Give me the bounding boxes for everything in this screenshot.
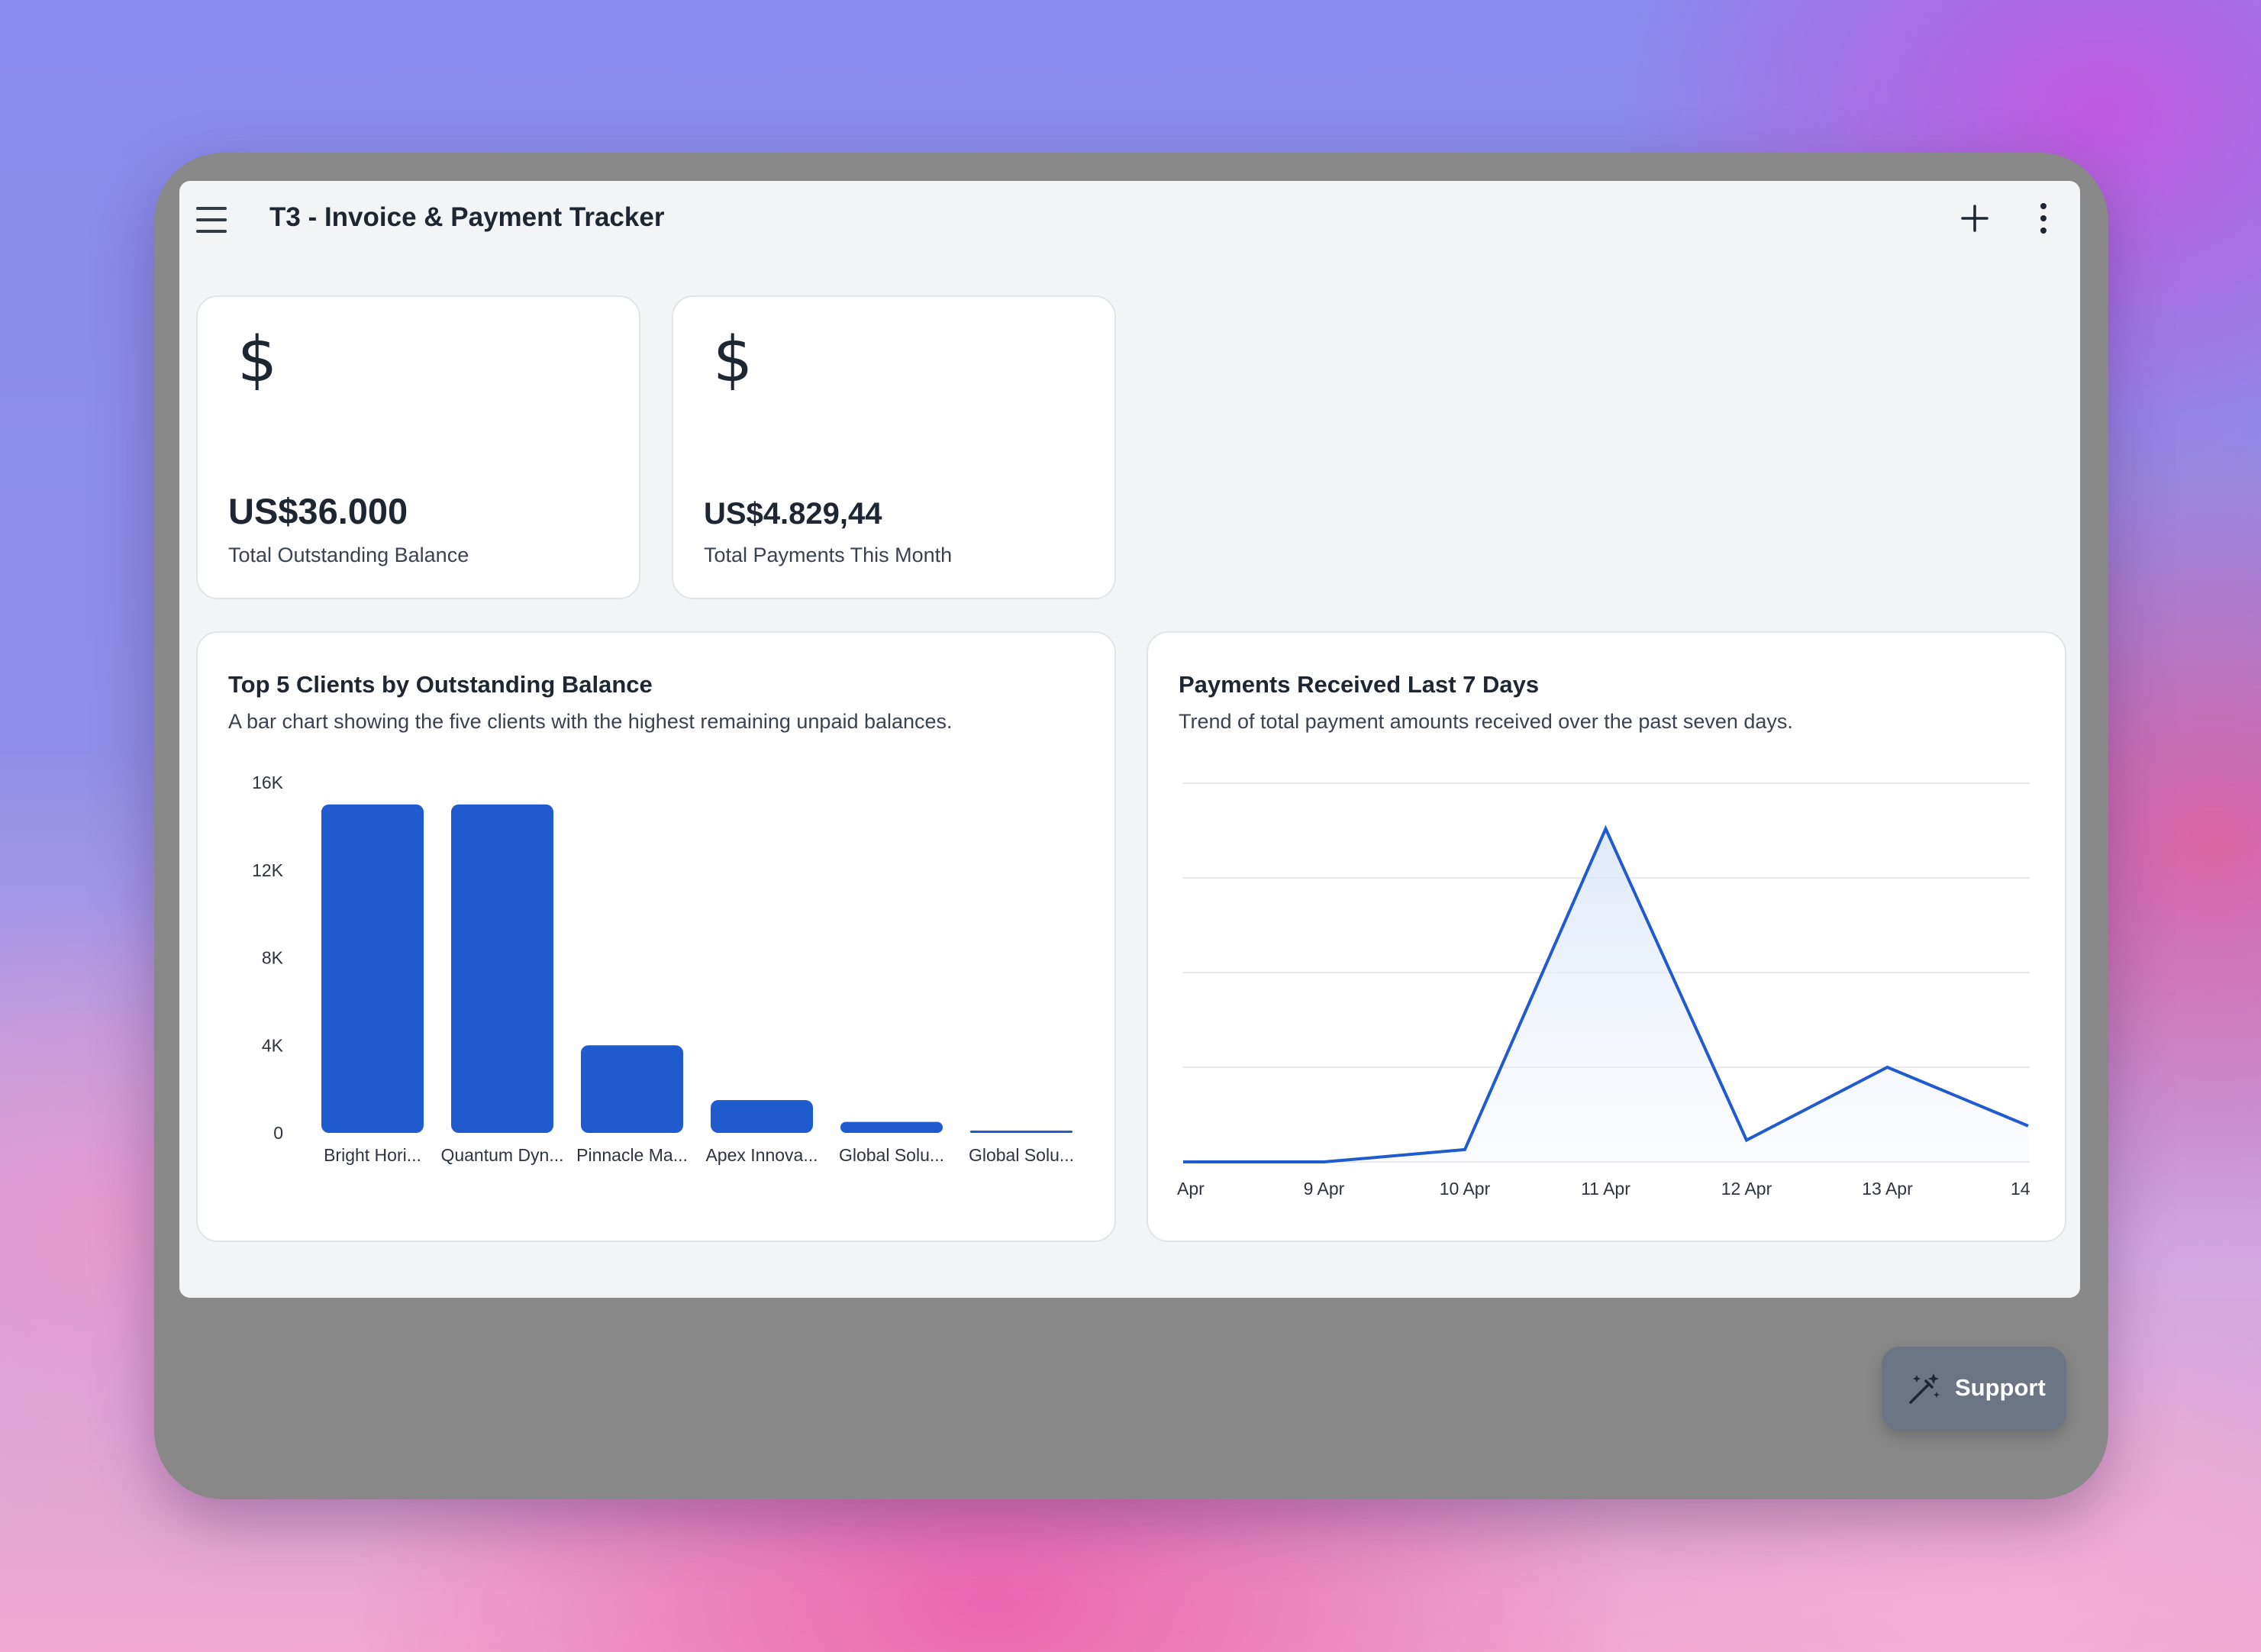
kpi-card-outstanding: $ US$36.000 Total Outstanding Balance	[196, 295, 640, 599]
x-tick-label: Apr	[1177, 1179, 1205, 1199]
bar	[321, 804, 424, 1133]
support-label: Support	[1955, 1374, 2046, 1401]
page-title: T3 - Invoice & Payment Tracker	[269, 202, 665, 232]
chart-subtitle: A bar chart showing the five clients wit…	[228, 710, 953, 733]
y-tick-label: 4K	[262, 1035, 284, 1055]
area-fill	[1183, 828, 2028, 1162]
top-clients-chart-card: Top 5 Clients by Outstanding Balance A b…	[196, 631, 1116, 1242]
dollar-icon: $	[713, 324, 753, 396]
magic-wand-icon	[1909, 1373, 1940, 1404]
y-tick-label: 12K	[252, 860, 284, 880]
app-window: T3 - Invoice & Payment Tracker $ US$36.0…	[179, 181, 2080, 1298]
payments-chart-card: Payments Received Last 7 Days Trend of t…	[1147, 631, 2066, 1242]
x-tick-label: Global Solu...	[969, 1145, 1074, 1165]
area-chart: Apr 9 Apr 10 Apr 11 Apr 12 Apr 13 Apr 14 A	[1177, 782, 2047, 1199]
y-tick-label: 0	[273, 1123, 283, 1143]
x-tick-label: Quantum Dyn...	[440, 1145, 563, 1165]
x-tick-label: 11 Apr	[1581, 1179, 1630, 1199]
chart-title: Payments Received Last 7 Days	[1179, 671, 1540, 698]
x-tick-label: 14 A	[2011, 1179, 2047, 1199]
dollar-icon: $	[237, 324, 278, 396]
chart-subtitle: Trend of total payment amounts received …	[1179, 710, 1793, 733]
x-tick-label: Global Solu...	[839, 1145, 944, 1165]
x-tick-label: 13 Apr	[1862, 1179, 1913, 1199]
bar	[970, 1131, 1072, 1133]
bar	[840, 1121, 943, 1133]
series-line	[1183, 824, 2029, 1163]
chart-title: Top 5 Clients by Outstanding Balance	[228, 671, 653, 698]
kpi-label: Total Outstanding Balance	[228, 544, 469, 566]
x-tick-label: Pinnacle Ma...	[576, 1145, 688, 1165]
more-vertical-icon[interactable]	[2036, 202, 2051, 235]
kpi-card-payments: $ US$4.829,44 Total Payments This Month	[672, 295, 1116, 599]
top-app-bar: T3 - Invoice & Payment Tracker	[179, 181, 2080, 257]
x-tick-label: Apex Innova...	[705, 1145, 818, 1165]
plus-icon[interactable]	[1958, 202, 1992, 235]
x-tick-label: 9 Apr	[1304, 1179, 1345, 1199]
kpi-value: US$4.829,44	[704, 497, 882, 531]
x-tick-label: 12 Apr	[1721, 1179, 1772, 1199]
x-tick-label: Bright Hori...	[324, 1145, 421, 1165]
y-tick-label: 16K	[252, 773, 284, 792]
bar	[581, 1045, 683, 1133]
x-tick-label: 10 Apr	[1440, 1179, 1491, 1199]
bar	[711, 1099, 813, 1133]
bar-chart: 0 4K 8K 12K 16K Bright Hori... Quantum Dyn... P…	[252, 773, 1074, 1165]
support-button[interactable]: Support	[1882, 1347, 2066, 1431]
y-tick-label: 8K	[262, 948, 284, 968]
bar	[451, 804, 553, 1133]
kpi-value: US$36.000	[228, 491, 408, 531]
hamburger-menu-icon[interactable]	[196, 207, 227, 233]
kpi-label: Total Payments This Month	[704, 544, 953, 566]
